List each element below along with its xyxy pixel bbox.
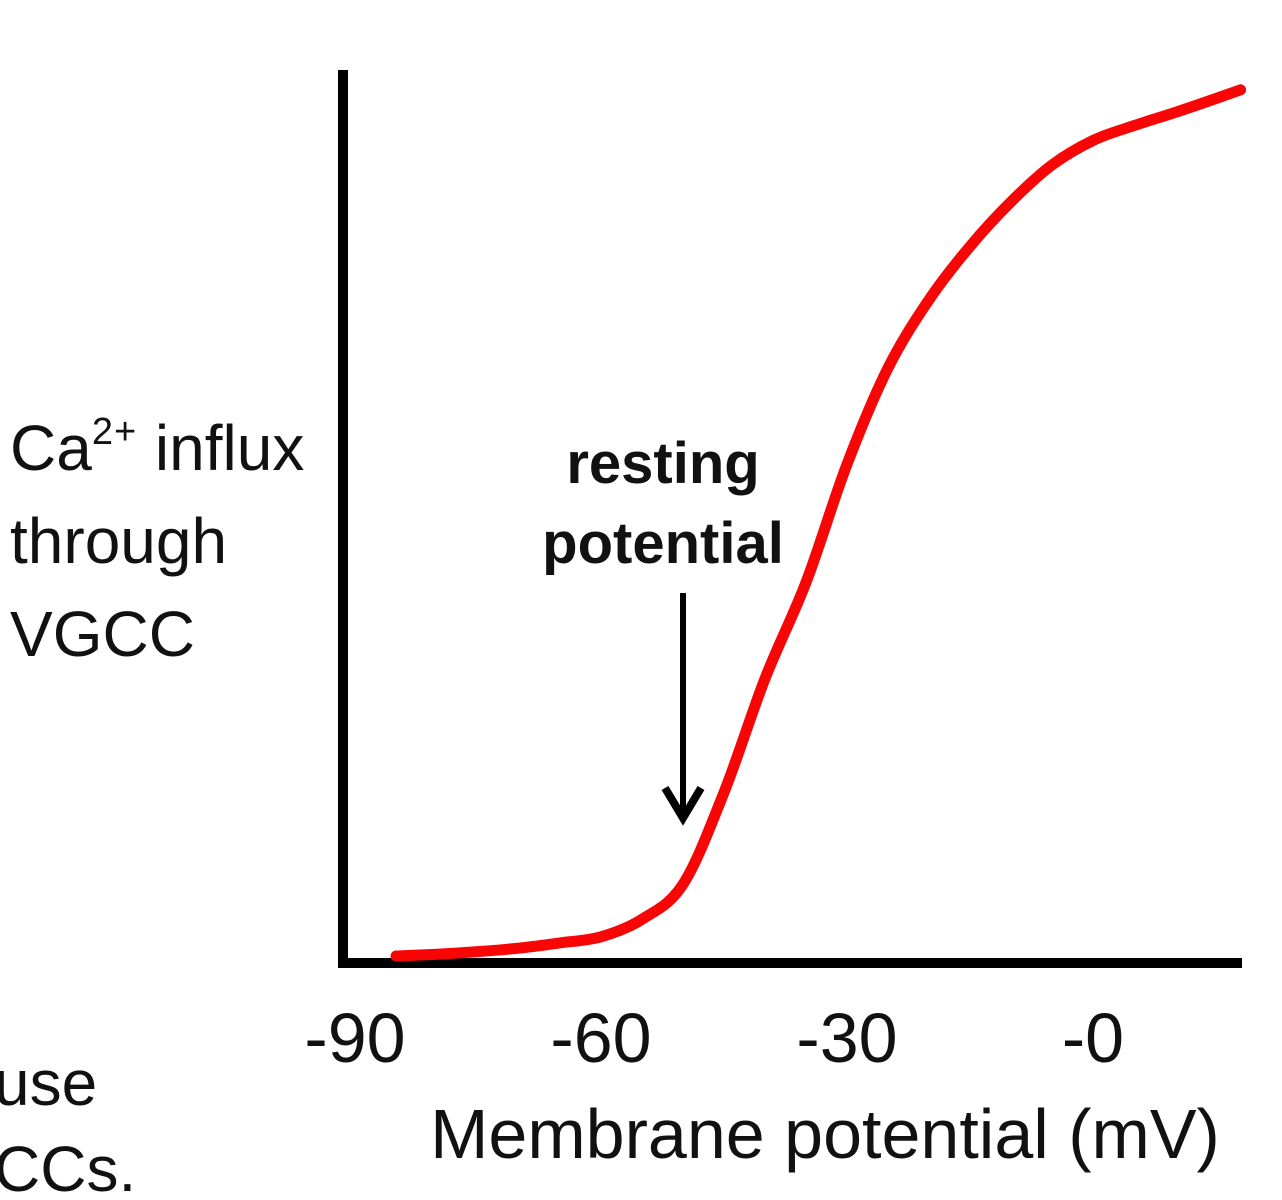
annotation-line2: potential xyxy=(542,511,784,576)
arrow-head-icon xyxy=(661,785,705,826)
y-axis-label: Ca2+ influx through VGCC xyxy=(10,386,304,681)
x-axis-ticks: -90 -60 -30 -0 xyxy=(0,998,1282,1078)
axes xyxy=(338,70,1242,968)
cut-off-text: use CCs. xyxy=(0,1040,136,1200)
y-axis-label-line1: Ca2+ influx xyxy=(10,411,305,484)
superscript-2plus: 2+ xyxy=(91,411,138,453)
cut-off-text-line2: CCs. xyxy=(0,1133,137,1200)
y-axis-label-line3: VGCC xyxy=(10,598,195,670)
resting-potential-annotation: resting potential xyxy=(480,424,846,584)
y-axis-label-line2: through xyxy=(10,505,228,577)
x-tick-label: -0 xyxy=(1061,999,1125,1077)
cut-off-text-line1: use xyxy=(0,1047,98,1119)
x-axis-label: Membrane potential (mV) xyxy=(430,1095,1220,1173)
x-tick-label: -90 xyxy=(304,999,406,1077)
x-tick-label: -30 xyxy=(796,999,898,1077)
influx-curve xyxy=(390,84,1247,962)
resting-potential-arrow xyxy=(661,593,705,826)
annotation-line1: resting xyxy=(566,431,760,496)
x-tick-label: -60 xyxy=(550,999,652,1077)
